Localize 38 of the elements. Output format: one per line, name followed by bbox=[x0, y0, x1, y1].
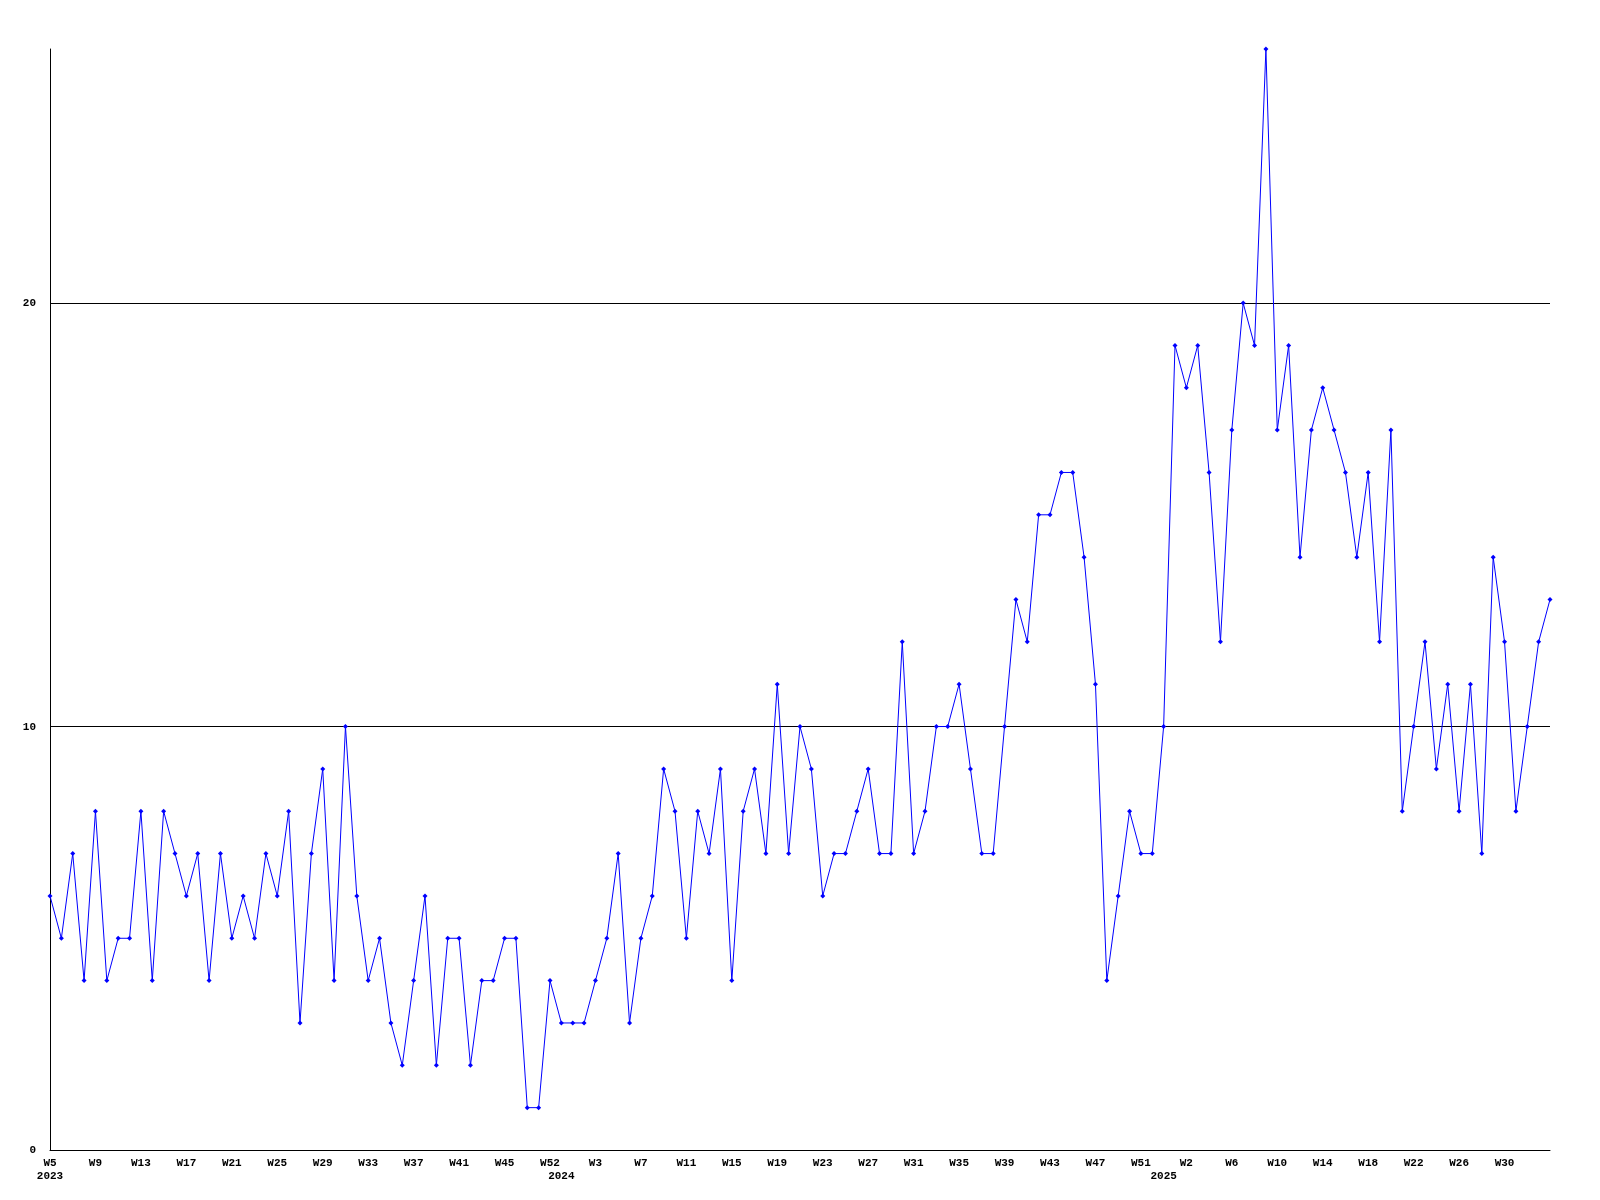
x-tick-label: W3 bbox=[588, 1156, 603, 1169]
x-tick-label: W17 bbox=[176, 1156, 197, 1169]
x-tick-label: W2 bbox=[1179, 1156, 1193, 1169]
x-tick-label: W47 bbox=[1085, 1156, 1106, 1169]
x-tick-label: W23 bbox=[812, 1156, 834, 1169]
x-tick-label: W27 bbox=[858, 1156, 879, 1169]
x-tick-label: W25 bbox=[267, 1156, 288, 1169]
x-tick-label: W6 bbox=[1225, 1156, 1239, 1169]
x-tick-label: W52 bbox=[540, 1156, 560, 1169]
y-tick-label: 20 bbox=[22, 297, 36, 310]
x-tick-label: W31 bbox=[903, 1156, 924, 1169]
x-tick-label: W45 bbox=[494, 1156, 515, 1169]
x-tick-label: 2024 bbox=[548, 1169, 575, 1182]
y-tick-label: 10 bbox=[22, 720, 36, 733]
x-tick-label: W11 bbox=[676, 1156, 697, 1169]
x-tick-label: W33 bbox=[358, 1156, 379, 1169]
x-tick-label: W35 bbox=[949, 1156, 970, 1169]
x-tick-label: W7 bbox=[634, 1156, 648, 1169]
x-tick-label: W21 bbox=[221, 1156, 243, 1169]
x-tick-label: W37 bbox=[403, 1156, 424, 1169]
x-tick-label: W22 bbox=[1403, 1156, 1424, 1169]
x-tick-label: W43 bbox=[1040, 1156, 1061, 1169]
x-tick-label: W5 2023 bbox=[36, 1156, 64, 1182]
y-tick-label: 0 bbox=[29, 1144, 36, 1156]
x-tick-label: 2025 bbox=[1150, 1169, 1178, 1182]
x-tick-label: W39 bbox=[994, 1156, 1015, 1169]
x-tick-label: W41 bbox=[449, 1156, 470, 1169]
x-tick-label: W30 bbox=[1494, 1156, 1515, 1169]
x-tick-label: W19 bbox=[767, 1156, 788, 1169]
x-tick-label: W13 bbox=[131, 1156, 152, 1169]
x-tick-label: W15 bbox=[721, 1156, 743, 1169]
x-tick-label: W10 bbox=[1267, 1156, 1288, 1169]
x-tick-label: W29 bbox=[312, 1156, 333, 1169]
x-tick-label: W9 bbox=[88, 1156, 103, 1169]
x-tick-label: W26 bbox=[1449, 1156, 1469, 1169]
x-tick-label: W14 bbox=[1312, 1156, 1334, 1169]
x-tick-label: W51 bbox=[1131, 1156, 1152, 1169]
x-tick-label: W18 bbox=[1358, 1156, 1379, 1169]
